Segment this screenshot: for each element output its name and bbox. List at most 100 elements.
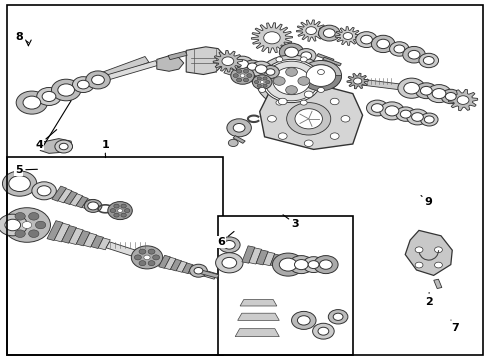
Circle shape bbox=[295, 109, 322, 129]
Circle shape bbox=[427, 85, 451, 103]
Circle shape bbox=[222, 257, 237, 268]
Circle shape bbox=[287, 103, 331, 135]
Circle shape bbox=[276, 57, 283, 62]
Circle shape bbox=[237, 69, 242, 73]
Circle shape bbox=[92, 75, 104, 85]
Polygon shape bbox=[70, 194, 83, 206]
Polygon shape bbox=[249, 248, 262, 264]
Circle shape bbox=[296, 49, 316, 63]
Polygon shape bbox=[171, 259, 181, 271]
Bar bbox=[7, 157, 223, 355]
Polygon shape bbox=[165, 257, 176, 270]
Circle shape bbox=[259, 87, 266, 93]
Text: 4: 4 bbox=[35, 130, 57, 150]
Polygon shape bbox=[176, 261, 187, 272]
Circle shape bbox=[88, 202, 98, 210]
Circle shape bbox=[219, 237, 240, 253]
Polygon shape bbox=[188, 265, 198, 275]
Polygon shape bbox=[157, 56, 184, 71]
Circle shape bbox=[252, 75, 272, 89]
Polygon shape bbox=[263, 252, 275, 266]
Circle shape bbox=[262, 66, 279, 78]
Polygon shape bbox=[317, 54, 334, 62]
Circle shape bbox=[37, 87, 61, 105]
Circle shape bbox=[314, 256, 338, 274]
Polygon shape bbox=[448, 89, 478, 111]
Polygon shape bbox=[32, 57, 149, 104]
Polygon shape bbox=[54, 223, 70, 242]
Circle shape bbox=[306, 65, 336, 86]
Circle shape bbox=[304, 91, 313, 98]
Circle shape bbox=[37, 186, 51, 196]
Circle shape bbox=[371, 104, 383, 112]
Circle shape bbox=[371, 35, 395, 53]
Polygon shape bbox=[195, 268, 217, 279]
Polygon shape bbox=[256, 250, 268, 265]
Circle shape bbox=[153, 255, 160, 260]
Text: 9: 9 bbox=[421, 195, 433, 207]
Circle shape bbox=[390, 42, 409, 56]
Circle shape bbox=[259, 69, 266, 75]
Circle shape bbox=[301, 52, 312, 60]
Circle shape bbox=[319, 260, 332, 269]
Polygon shape bbox=[238, 313, 279, 320]
Circle shape bbox=[190, 264, 207, 277]
Circle shape bbox=[32, 182, 56, 200]
Circle shape bbox=[228, 139, 238, 147]
Polygon shape bbox=[76, 196, 88, 208]
Circle shape bbox=[263, 84, 267, 87]
Polygon shape bbox=[91, 235, 103, 248]
Circle shape bbox=[15, 212, 25, 220]
Circle shape bbox=[380, 102, 404, 120]
Circle shape bbox=[139, 249, 146, 254]
Circle shape bbox=[257, 84, 262, 87]
Circle shape bbox=[286, 68, 297, 76]
Circle shape bbox=[298, 77, 310, 85]
Circle shape bbox=[232, 56, 253, 72]
Circle shape bbox=[398, 78, 425, 98]
Circle shape bbox=[273, 77, 285, 85]
Polygon shape bbox=[76, 230, 90, 246]
Circle shape bbox=[404, 82, 419, 94]
Circle shape bbox=[367, 100, 388, 116]
Polygon shape bbox=[224, 68, 266, 85]
Circle shape bbox=[2, 171, 37, 196]
Circle shape bbox=[22, 221, 32, 229]
Circle shape bbox=[15, 230, 25, 238]
Text: 8: 8 bbox=[16, 32, 28, 42]
Text: 6: 6 bbox=[218, 231, 234, 247]
Circle shape bbox=[254, 81, 259, 84]
Circle shape bbox=[250, 61, 272, 77]
Polygon shape bbox=[168, 51, 187, 60]
Circle shape bbox=[247, 74, 252, 77]
Text: 2: 2 bbox=[425, 293, 433, 307]
Circle shape bbox=[304, 140, 313, 147]
Circle shape bbox=[272, 253, 304, 276]
Circle shape bbox=[385, 106, 399, 116]
Circle shape bbox=[308, 261, 319, 269]
Circle shape bbox=[318, 25, 340, 41]
Polygon shape bbox=[106, 242, 149, 260]
Polygon shape bbox=[82, 199, 94, 210]
Circle shape bbox=[412, 113, 423, 121]
Polygon shape bbox=[434, 279, 442, 288]
Polygon shape bbox=[260, 85, 363, 149]
Polygon shape bbox=[69, 228, 83, 244]
Circle shape bbox=[51, 79, 81, 101]
Polygon shape bbox=[235, 329, 279, 337]
Circle shape bbox=[276, 100, 283, 105]
Circle shape bbox=[306, 27, 317, 35]
Circle shape bbox=[227, 119, 251, 137]
Polygon shape bbox=[182, 263, 193, 274]
Circle shape bbox=[108, 202, 132, 220]
Circle shape bbox=[124, 209, 130, 212]
Circle shape bbox=[396, 107, 416, 121]
Circle shape bbox=[110, 209, 116, 212]
Circle shape bbox=[148, 261, 155, 266]
Bar bbox=[218, 216, 353, 355]
Circle shape bbox=[86, 71, 110, 89]
Circle shape bbox=[318, 87, 324, 93]
Circle shape bbox=[121, 204, 126, 208]
Polygon shape bbox=[242, 246, 255, 263]
Circle shape bbox=[28, 212, 39, 220]
